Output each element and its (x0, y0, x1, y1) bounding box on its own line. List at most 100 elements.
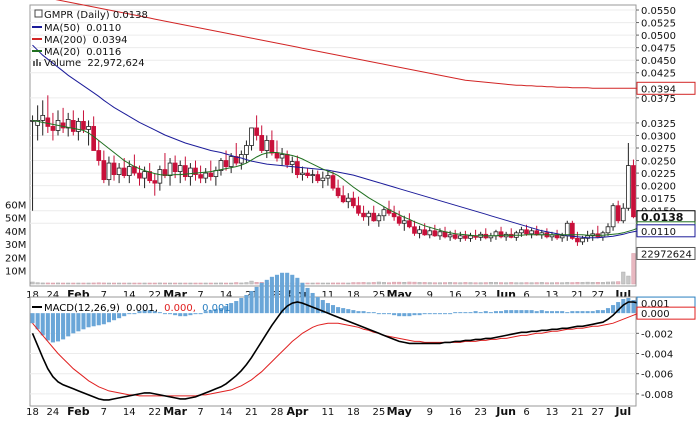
macd-tick-label: -0.002 (641, 329, 673, 340)
x-tick-label: 18 (26, 407, 39, 418)
volume-bar (626, 275, 631, 285)
x-tick-label: 14 (123, 290, 136, 301)
volume-bar (366, 282, 371, 285)
volume-bar (544, 282, 549, 285)
price-legend: GMPR (Daily) 0.0138 MA(50) 0.0110 MA(200… (32, 9, 148, 69)
macd-histogram-bar (539, 310, 544, 314)
price-grid (30, 9, 636, 224)
candle-body (279, 154, 285, 159)
volume-legend-icon (33, 59, 41, 66)
macd-histogram-bar (320, 300, 325, 314)
volume-bar (142, 282, 147, 285)
macd-histogram-bar (417, 313, 422, 316)
candle-body (396, 216, 402, 224)
ma200-line (55, 0, 639, 89)
volume-bar (35, 282, 40, 285)
volume-bar (55, 282, 61, 285)
macd-histogram-bar (504, 310, 509, 314)
macd-histogram-bar (106, 313, 111, 323)
candle-body (330, 175, 336, 189)
macd-legend-value: 0.001, (126, 303, 158, 314)
macd-hist-legend-value: 0.001 (202, 303, 231, 314)
volume-bar (448, 282, 453, 285)
candle-body (76, 121, 81, 132)
macd-histogram-bar (55, 313, 61, 342)
volume-bar (555, 282, 560, 285)
macd-histogram-bar (499, 311, 504, 314)
macd-histogram-bar (478, 312, 483, 314)
x-tick-label: 7 (101, 407, 107, 418)
macd-histogram-bar (315, 297, 320, 314)
candle-body (356, 205, 361, 214)
volume-bar (605, 281, 611, 285)
macd-histogram-bar (565, 312, 570, 314)
x-tick-label: Mar (163, 405, 187, 418)
volume-bar (91, 282, 96, 285)
volume-bar (234, 282, 239, 285)
volume-bar (178, 282, 183, 285)
macd-histogram-bar (259, 282, 264, 314)
volume-bar (392, 281, 397, 285)
volume-bar (76, 282, 81, 285)
macd-histogram-bar (386, 313, 392, 315)
candle-body (626, 165, 631, 209)
candle-body (452, 234, 458, 239)
macd-histogram-bar (208, 310, 213, 314)
volume-bar (509, 282, 514, 285)
candle-body (335, 187, 341, 197)
macd-histogram-bar (91, 313, 96, 327)
macd-histogram-bar (295, 277, 300, 314)
volume-bar (473, 282, 478, 285)
x-tick-label: 24 (47, 407, 60, 418)
volume-bar (66, 282, 71, 285)
macd-histogram-bar (483, 311, 488, 314)
volume-bar (575, 282, 580, 285)
candle-body (345, 197, 351, 203)
candle-body (498, 231, 504, 238)
candle-body (101, 160, 107, 181)
volume-bar (40, 282, 45, 285)
volume-bar (111, 282, 117, 285)
macd-histogram-bar (590, 311, 595, 314)
candle-body (457, 235, 463, 239)
ma50-line (32, 44, 639, 239)
candle-body (407, 220, 412, 228)
volume-legend-value: 22,972,624 (87, 58, 144, 69)
macd-histogram-bar (188, 313, 193, 316)
candle-body (315, 174, 321, 182)
x-tick-label: 18 (347, 290, 360, 301)
macd-histogram-bar (81, 313, 86, 330)
volume-bar (397, 281, 402, 285)
price-tick-label: 0.0425 (641, 69, 676, 80)
macd-histogram-bar (264, 279, 269, 314)
macd-histogram-bar (351, 310, 356, 314)
macd-histogram-bar (152, 311, 157, 314)
macd-histogram-bar (427, 313, 432, 315)
candle-body (305, 172, 310, 177)
macd-histogram-bar (397, 313, 402, 317)
volume-bar (188, 282, 193, 285)
macd-histogram-bar (101, 313, 106, 325)
macd-histogram-bar (117, 313, 122, 319)
volume-bar (381, 282, 386, 285)
x-tick-label: May (387, 405, 412, 418)
macd-histogram-bar (468, 312, 473, 314)
macd-histogram-bar (274, 274, 280, 314)
value-badge: 0.0394 (636, 81, 696, 95)
macd-histogram-bar (269, 276, 274, 314)
x-tick-label: 27 (591, 407, 604, 418)
ma50-legend-value: 0.0110 (86, 23, 121, 34)
candle-body (559, 235, 565, 239)
candle-body (213, 170, 219, 178)
macd-histogram-bar (310, 292, 315, 314)
x-tick-label: 16 (449, 407, 462, 418)
candle-body (60, 122, 66, 129)
volume-bar (499, 282, 504, 285)
ma20-line (32, 119, 639, 237)
macd-legend-text: MACD(12,26,9) 0.001, 0.000, 0.001 (44, 303, 231, 314)
macd-histogram-bar (463, 312, 468, 314)
candle-body (447, 234, 453, 238)
candle-body (203, 172, 209, 179)
